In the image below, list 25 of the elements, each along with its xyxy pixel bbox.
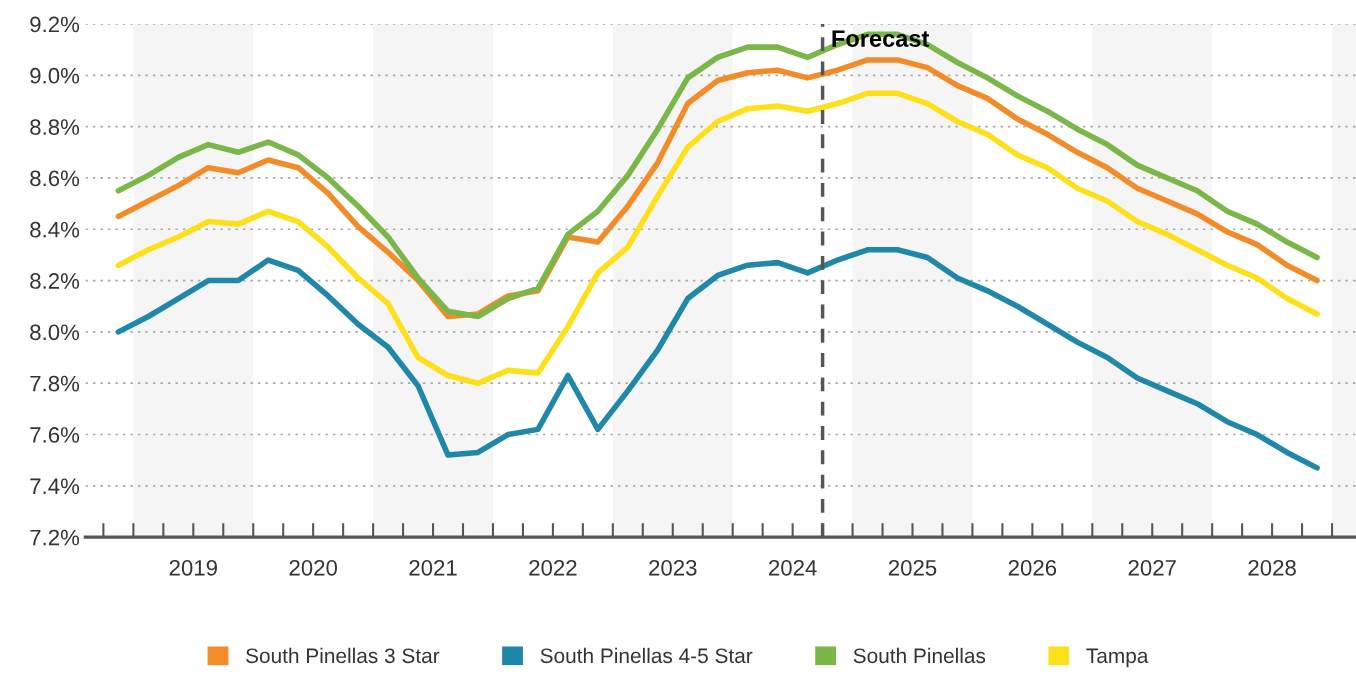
- x-tick-label: 2020: [289, 559, 338, 576]
- x-tick-label: 2023: [649, 559, 697, 576]
- x-tick-label: 2026: [1008, 559, 1057, 576]
- y-tick-label: 8.0%: [30, 324, 80, 341]
- x-tick-label: 2019: [169, 559, 217, 576]
- legend-label: Tampa: [1086, 648, 1149, 668]
- y-tick-label: 9.0%: [30, 67, 80, 84]
- legend-label: South Pinellas 3 Star: [246, 647, 440, 664]
- x-tick-label: 2028: [1248, 559, 1296, 576]
- x-tick-label: 2021: [409, 559, 457, 576]
- y-tick-label: 8.2%: [30, 273, 80, 289]
- y-tick-label: 8.6%: [30, 170, 80, 187]
- x-tick-label: 2022: [529, 559, 577, 576]
- y-tick-label: 7.6%: [30, 427, 80, 443]
- legend-label: South Pinellas: [853, 647, 986, 664]
- y-tick-label: 8.8%: [30, 119, 80, 135]
- legend-label: South Pinellas 4-5 Star: [540, 647, 753, 664]
- y-tick-label: 7.8%: [30, 375, 80, 392]
- y-tick-label: 7.2%: [30, 529, 80, 546]
- x-tick-label: 2027: [1128, 559, 1176, 576]
- y-tick-label: 9.2%: [30, 16, 80, 33]
- y-tick-label: 7.4%: [30, 478, 80, 495]
- y-tick-label: 8.4%: [30, 221, 80, 238]
- x-tick-label: 2025: [888, 559, 937, 576]
- x-tick-label: 2024: [769, 559, 817, 576]
